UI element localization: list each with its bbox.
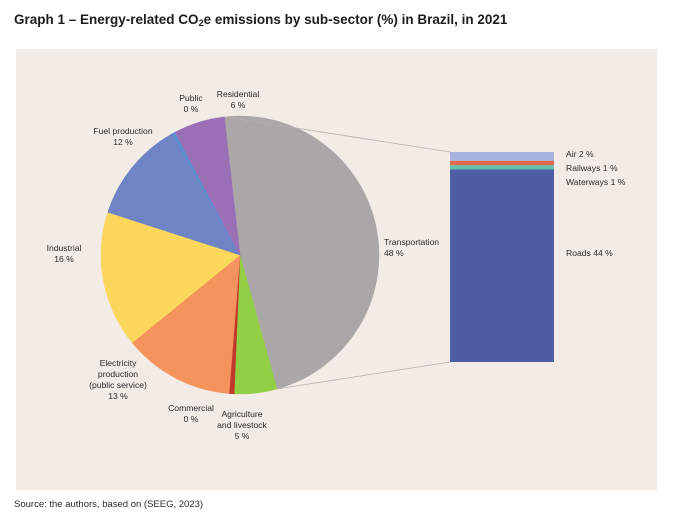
pie-slice-residential — [174, 116, 241, 256]
pie-slice-fuel — [107, 133, 241, 256]
slice-label-transportation: Transportation 48 % — [384, 237, 439, 258]
slice-label-commercial: Commercial 0 % — [168, 403, 214, 424]
source-note: Source: the authors, based on (SEEG, 202… — [14, 499, 204, 510]
pie-of-bar-chart: Residential 6 % Public 0 % Fuel production 12… — [47, 89, 626, 441]
pie-slice-transportation — [223, 115, 380, 390]
bar-segment-air — [450, 152, 554, 161]
slice-label-industrial: Industrial 16 % — [47, 243, 82, 264]
slice-label-public: Public 0 % — [179, 93, 203, 114]
slice-label-agriculture: Agriculture and livestock 5 % — [217, 409, 267, 441]
slice-label-residential: Residential 6 % — [217, 89, 260, 110]
slice-label-electricity: Electricity production (public service) 13 … — [89, 358, 147, 401]
pie-slice-electricity — [131, 254, 241, 394]
bar-label-railways: Railways 1 % — [566, 163, 618, 173]
bar-label-waterways: Waterways 1 % — [566, 177, 626, 187]
bar-segment-waterways — [450, 165, 554, 170]
chart-title: Graph 1 – Energy-related CO2e emissions … — [14, 12, 508, 28]
bar-label-air: Air 2 % — [566, 149, 594, 159]
pie-slice-industrial — [100, 211, 241, 344]
bar-segment-railways — [450, 160, 554, 166]
leader-line-top — [224, 116, 451, 153]
bar-segment-roads — [450, 169, 554, 362]
slice-label-fuel: Fuel production 12 % — [93, 126, 152, 147]
bar-label-roads: Roads 44 % — [566, 248, 613, 258]
leader-line-bottom — [276, 361, 451, 390]
